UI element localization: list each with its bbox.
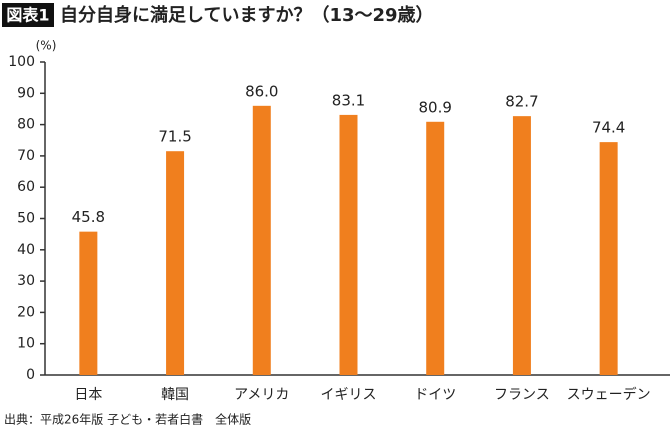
value-label: 74.4: [592, 119, 625, 137]
bar: [426, 121, 445, 376]
y-tick-label: 90: [17, 85, 35, 101]
y-tick-label: 10: [17, 336, 35, 352]
bar: [252, 105, 271, 375]
x-tick-label: ドイツ: [414, 387, 456, 403]
bar: [79, 231, 98, 375]
chart-title: 自分自身に満足していますか？（13〜29歳）: [60, 4, 434, 26]
y-tick-label: 20: [17, 304, 35, 320]
figure-label: 図表1: [6, 6, 49, 25]
y-tick-label: 60: [17, 179, 35, 195]
value-label: 83.1: [332, 91, 365, 109]
value-label: 82.7: [505, 93, 538, 111]
x-tick-label: イギリス: [321, 387, 377, 403]
y-tick-label: 30: [17, 273, 35, 289]
x-tick-label: 日本: [74, 387, 102, 403]
bar: [512, 116, 531, 376]
badge-box: [2, 3, 54, 27]
x-tick-label: フランス: [494, 387, 550, 403]
y-tick-label: 40: [17, 242, 35, 258]
y-tick-label: 50: [17, 211, 35, 227]
value-label: 80.9: [419, 98, 452, 116]
value-label: 86.0: [245, 82, 278, 100]
y-tick-label: 80: [17, 117, 35, 133]
y-tick-label: 0: [26, 367, 35, 383]
y-tick-label: 70: [17, 148, 35, 164]
x-tick-label: スウェーデン: [567, 386, 651, 403]
y-tick-label: 100: [8, 54, 35, 70]
value-label: 45.8: [72, 208, 105, 226]
x-tick-label: 韓国: [161, 387, 189, 403]
bar: [599, 142, 618, 375]
y-unit: (%): [36, 39, 57, 53]
value-label: 71.5: [158, 128, 191, 146]
source: 出典：平成26年版 子ども・若者白書 全体版: [4, 412, 251, 427]
bar: [339, 114, 358, 375]
bar: [166, 151, 185, 375]
x-tick-label: アメリカ: [234, 387, 289, 403]
